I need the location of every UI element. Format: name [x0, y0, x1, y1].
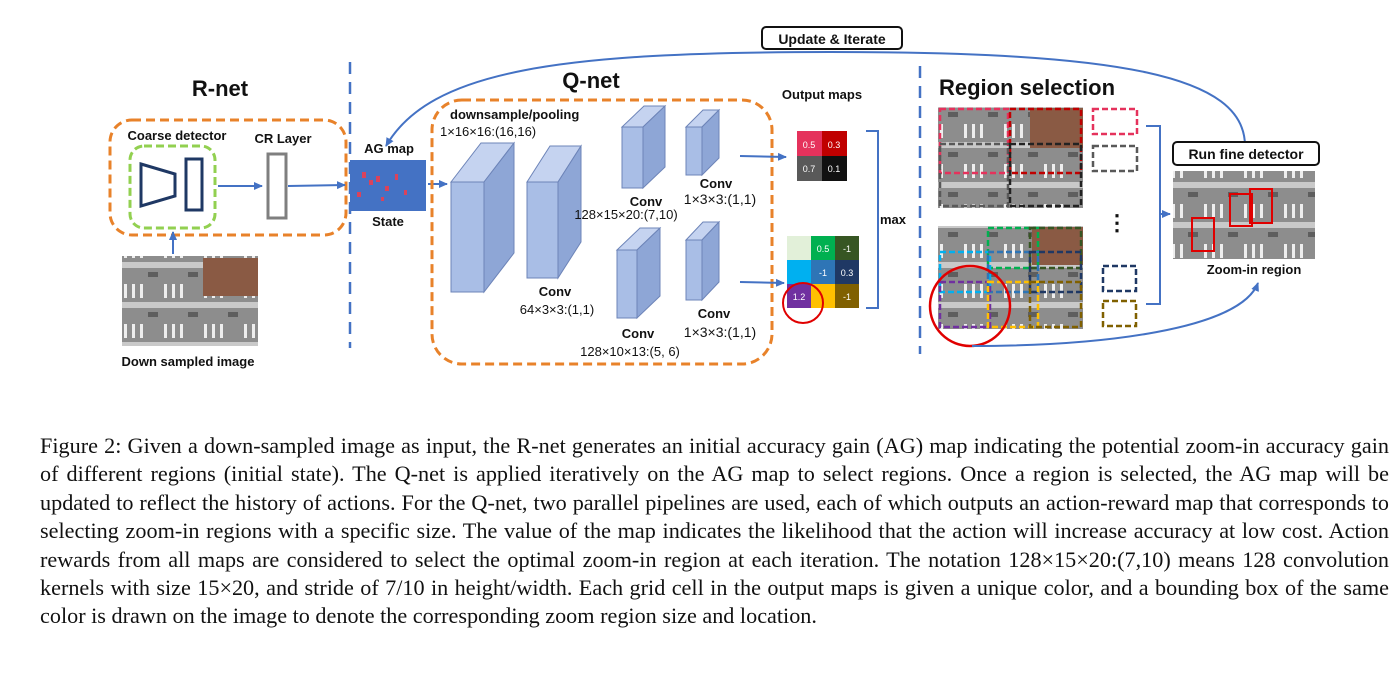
output-map-1	[797, 131, 847, 181]
state-label: State	[372, 214, 404, 229]
cr-layer-bar	[266, 152, 288, 220]
rnet-title: R-net	[192, 76, 249, 101]
diagram: R-net Coarse detector CR Layer Down samp…	[108, 26, 1320, 369]
region-legend	[1091, 107, 1139, 328]
conv-label-5: Conv	[698, 306, 731, 321]
fine-detector-box	[1172, 141, 1320, 166]
update-iterate-label: Update & Iterate	[778, 31, 886, 47]
downsampled-label: Down sampled image	[122, 354, 255, 369]
max-bracket	[866, 130, 879, 309]
cube-1	[449, 141, 516, 294]
arrow-to-map1	[739, 152, 787, 161]
arrow-region-to-zoom	[971, 282, 1259, 347]
region-grid-1	[938, 107, 1083, 208]
conv-label-4: Conv	[622, 326, 655, 341]
cube-2	[526, 144, 582, 280]
conv-label-2: Conv	[630, 194, 663, 209]
conv-spec-3: 1×3×3:(1,1)	[684, 191, 756, 207]
conv-spec-5: 1×3×3:(1,1)	[684, 324, 756, 340]
update-loop-arrow	[385, 50, 1246, 147]
selected-cell-circle	[782, 282, 824, 324]
zoom-in-label: Zoom-in region	[1207, 262, 1302, 277]
region-bracket	[1146, 125, 1161, 305]
output-maps-title: Output maps	[782, 87, 862, 102]
region-selection-title: Region selection	[939, 75, 1115, 100]
cube-3	[620, 104, 667, 190]
region-grid-2	[938, 226, 1083, 329]
figure-caption: Figure 2: Given a down-sampled image as …	[40, 433, 1389, 629]
detector-trapezoid	[139, 161, 177, 209]
cube-5	[615, 226, 662, 320]
region-dots: ⋮	[1106, 210, 1128, 235]
map2-cell-3: -1	[843, 244, 851, 254]
update-iterate-box	[761, 26, 903, 50]
downsample-label: downsample/pooling	[450, 107, 579, 122]
zoom-in-image	[1173, 171, 1315, 259]
max-label: max	[880, 212, 907, 227]
map1-cell-1: 0.5	[803, 140, 816, 150]
arrow-to-map2	[739, 278, 785, 287]
map1-cell-2: 0.3	[828, 140, 841, 150]
cube-4	[684, 108, 721, 177]
conv-label-3: Conv	[700, 176, 733, 191]
map2-cell-6: 0.3	[841, 268, 854, 278]
qnet-box	[430, 98, 774, 366]
map2-cell-5: -1	[819, 268, 827, 278]
map2-cell-9: -1	[843, 292, 851, 302]
region-image-1-building	[1030, 108, 1083, 148]
downsample-spec: 1×16×16:(16,16)	[440, 124, 536, 139]
coarse-detector-label: Coarse detector	[128, 128, 227, 143]
conv-label-1: Conv	[539, 284, 572, 299]
region-image-2-building	[1032, 227, 1083, 265]
ag-map-marks	[357, 172, 407, 201]
qnet-title: Q-net	[562, 68, 620, 93]
detector-bar	[184, 157, 204, 212]
map1-cell-3: 0.7	[803, 164, 816, 174]
region-selected-circle	[928, 264, 1012, 348]
conv-spec-1: 64×3×3:(1,1)	[520, 302, 594, 317]
downsampled-building	[203, 258, 258, 296]
conv-spec-2: 128×15×20:(7,10)	[574, 207, 677, 222]
map2-cell-2: 0.5	[817, 244, 830, 254]
map1-cell-4: 0.1	[828, 164, 841, 174]
coarse-detector-box	[128, 144, 217, 230]
cr-layer-label: CR Layer	[254, 131, 311, 146]
ag-map-label: AG map	[364, 141, 414, 156]
cube-6	[684, 220, 721, 302]
rnet-box	[108, 118, 348, 237]
ag-map	[350, 160, 426, 211]
conv-spec-4: 128×10×13:(5, 6)	[580, 344, 680, 359]
zoom-in-detections	[1191, 188, 1273, 252]
arrow-cr-to-state	[287, 181, 346, 190]
map2-cell-7: 1.2	[793, 292, 806, 302]
fine-detector-label: Run fine detector	[1188, 146, 1304, 162]
